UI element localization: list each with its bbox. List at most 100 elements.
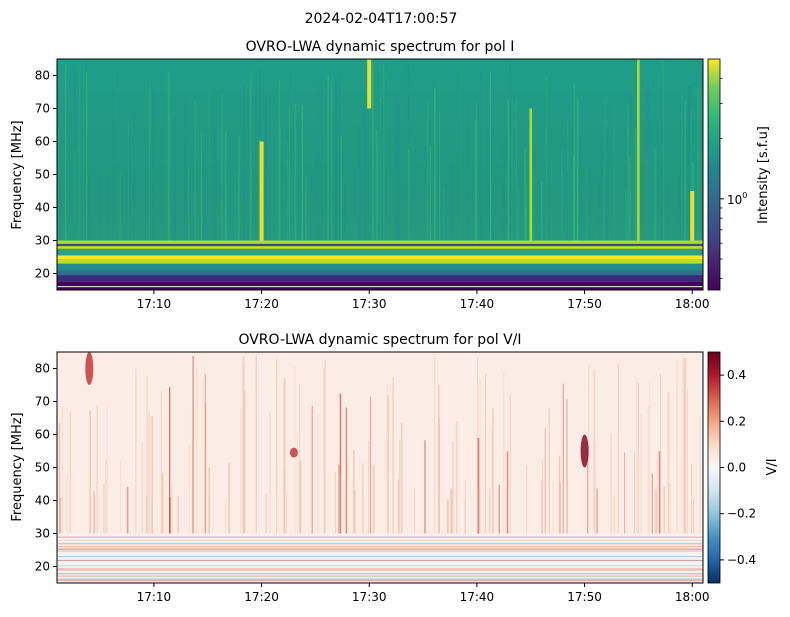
texture-streak [558,456,561,534]
texture-streak [375,129,378,241]
texture-streak [344,183,346,241]
texture-streak [434,88,436,241]
texture-streak [669,482,671,534]
noise-band [57,559,703,561]
texture-streak [631,100,634,241]
texture-streak [361,463,364,534]
noise-band [57,548,703,550]
texture-streak [605,176,607,241]
texture-streak [534,146,536,241]
texture-streak [524,147,526,241]
noise-band [57,550,703,552]
y-tick-label: 40 [35,201,50,215]
texture-streak [298,383,301,534]
texture-streak [438,116,440,241]
texture-streak [629,155,631,241]
texture-streak [58,423,60,534]
texture-streak [208,84,210,241]
texture-streak [66,474,68,534]
texture-streak [594,442,596,534]
texture-streak [249,72,252,241]
texture-streak [141,442,143,534]
texture-streak [105,459,107,534]
colorbar2-tick-label: 0.4 [727,368,746,382]
texture-streak [169,387,171,534]
texture-streak [247,113,249,241]
texture-streak [625,189,627,241]
texture-streak [491,104,493,241]
texture-streak [183,144,185,241]
texture-streak [476,357,478,534]
texture-streak [562,144,564,241]
texture-streak [340,136,342,241]
panel1-bands [57,240,703,290]
y-tick-label: 40 [35,494,50,508]
y-tick-label: 30 [35,527,50,541]
texture-streak [661,86,663,241]
texture-streak [506,451,509,534]
texture-streak [601,137,604,241]
panel2-title: OVRO-LWA dynamic spectrum for pol V/I [238,332,521,348]
texture-streak [401,423,403,534]
texture-streak [681,74,683,241]
texture-streak [79,70,81,241]
texture-streak [177,495,180,534]
panel2-ylabel: Frequency [MHz] [10,412,25,521]
noise-band [57,565,703,567]
texture-streak [489,72,492,241]
frequency-band [57,263,703,271]
texture-streak [288,105,290,241]
texture-streak [77,120,79,241]
x-tick-label: 17:20 [244,297,279,311]
texture-streak [269,412,271,534]
texture-streak [613,495,615,534]
texture-streak [311,405,314,534]
texture-streak [395,95,398,241]
texture-streak [549,149,550,241]
texture-streak [479,378,481,534]
texture-streak [697,87,699,241]
texture-streak [203,154,205,241]
noise-band [57,569,703,571]
texture-streak [450,490,452,534]
texture-streak [484,373,486,534]
texture-streak [566,399,568,534]
texture-streak [475,102,478,241]
colorbar2-tick-label: −0.4 [727,553,756,567]
texture-streak [335,471,336,534]
texture-streak [676,359,678,534]
texture-streak [368,441,370,534]
y-tick-label: 80 [35,362,50,376]
noise-band [57,577,703,579]
texture-streak [452,441,454,534]
texture-streak [299,460,302,534]
texture-streak [451,488,453,534]
texture-streak [99,179,101,241]
texture-streak [358,127,361,241]
texture-streak [607,125,608,241]
panel1-x-ticks: 17:10 17:20 17:30 17:40 17:50 18:00 [137,290,710,311]
texture-streak [573,83,576,241]
texture-streak [151,416,153,534]
y-tick-label: 70 [35,102,50,116]
texture-streak [296,432,298,534]
texture-streak [562,383,564,534]
texture-streak [338,75,340,241]
texture-streak [579,133,582,241]
texture-streak [208,467,210,534]
panel1-streaks [58,60,703,241]
texture-streak [691,87,693,241]
texture-streak [174,116,176,241]
texture-streak [286,141,288,241]
texture-streak [498,484,500,534]
texture-streak [429,145,431,241]
texture-streak [544,428,546,534]
texture-streak [490,175,493,241]
colorbar1-ticks: 100 [720,77,747,279]
texture-streak [69,412,72,534]
texture-streak [588,364,590,534]
frequency-band [57,255,703,260]
texture-streak [438,385,440,534]
texture-streak [452,162,454,241]
texture-streak [662,62,664,241]
